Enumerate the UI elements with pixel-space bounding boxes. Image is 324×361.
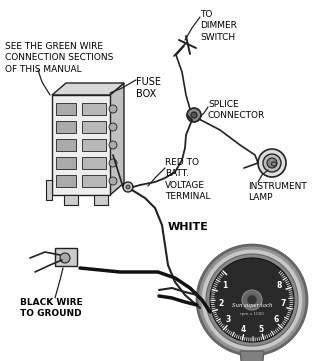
Polygon shape	[64, 195, 78, 205]
Text: 8: 8	[277, 281, 282, 290]
Polygon shape	[56, 121, 76, 133]
Circle shape	[206, 254, 298, 346]
Text: BLACK WIRE
TO GROUND: BLACK WIRE TO GROUND	[20, 298, 83, 318]
Circle shape	[247, 295, 257, 305]
Polygon shape	[94, 195, 108, 205]
Text: rpm x 1000: rpm x 1000	[240, 312, 264, 316]
Polygon shape	[56, 103, 76, 115]
Polygon shape	[82, 139, 106, 151]
Polygon shape	[56, 139, 76, 151]
Polygon shape	[82, 103, 106, 115]
Circle shape	[123, 182, 133, 192]
Polygon shape	[56, 175, 76, 187]
Text: 5: 5	[259, 325, 263, 334]
Polygon shape	[55, 248, 77, 266]
Circle shape	[60, 253, 70, 263]
Circle shape	[109, 141, 117, 149]
Circle shape	[197, 245, 307, 355]
Polygon shape	[56, 157, 76, 169]
Circle shape	[109, 105, 117, 113]
Text: INSTRUMENT
LAMP: INSTRUMENT LAMP	[248, 182, 307, 203]
Text: 6: 6	[273, 315, 279, 324]
Circle shape	[191, 112, 197, 118]
Polygon shape	[52, 83, 124, 95]
Polygon shape	[52, 95, 110, 195]
Circle shape	[126, 185, 130, 189]
Text: RED TO
BATT.
VOLTAGE
TERMINAL: RED TO BATT. VOLTAGE TERMINAL	[165, 158, 211, 201]
Text: WHITE: WHITE	[168, 222, 209, 232]
Polygon shape	[240, 351, 264, 361]
Circle shape	[267, 158, 277, 168]
Text: SPLICE
CONNECTOR: SPLICE CONNECTOR	[208, 100, 265, 121]
Text: 3: 3	[226, 315, 231, 324]
Circle shape	[201, 249, 303, 351]
Circle shape	[258, 149, 286, 177]
Text: SEE THE GREEN WIRE
CONNECTION SECTIONS
OF THIS MANUAL: SEE THE GREEN WIRE CONNECTION SECTIONS O…	[5, 42, 113, 74]
Polygon shape	[110, 83, 124, 195]
Text: 1: 1	[222, 281, 227, 290]
Text: Sun super tach: Sun super tach	[232, 304, 272, 309]
Text: 2: 2	[218, 299, 224, 308]
Circle shape	[109, 123, 117, 131]
Circle shape	[210, 258, 294, 342]
Circle shape	[263, 154, 281, 172]
Text: 7: 7	[280, 299, 285, 308]
Polygon shape	[46, 180, 52, 200]
Text: FUSE
BOX: FUSE BOX	[136, 77, 161, 99]
Polygon shape	[82, 121, 106, 133]
Polygon shape	[82, 157, 106, 169]
Circle shape	[242, 290, 262, 310]
Circle shape	[109, 159, 117, 167]
Text: TO
DIMMER
SWITCH: TO DIMMER SWITCH	[200, 10, 237, 42]
Circle shape	[109, 177, 117, 185]
Polygon shape	[82, 175, 106, 187]
Text: 4: 4	[240, 325, 246, 334]
Circle shape	[187, 108, 201, 122]
